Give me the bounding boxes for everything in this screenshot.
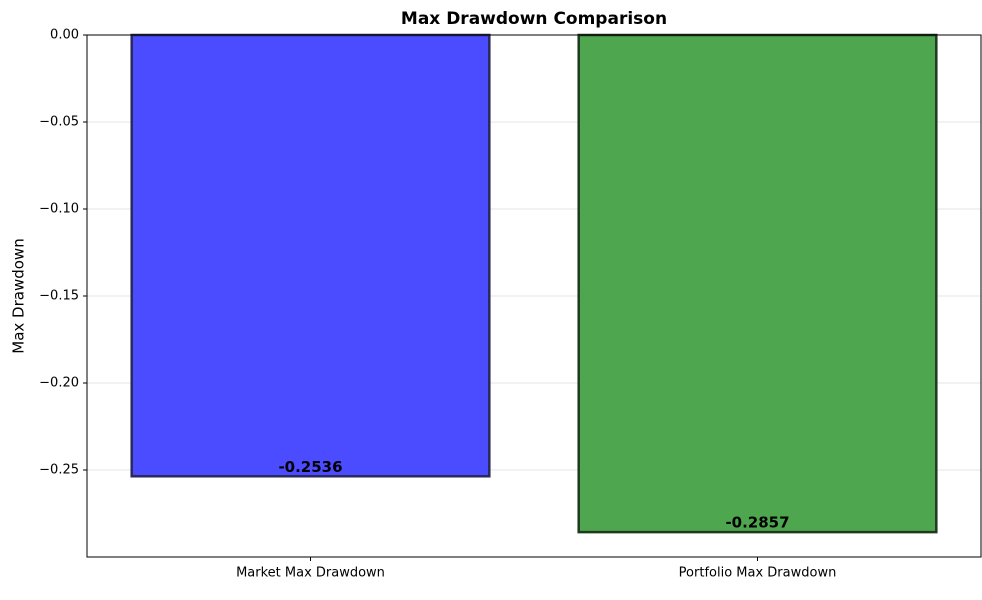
x-tick-label: Market Max Drawdown (236, 566, 385, 581)
x-tick-label: Portfolio Max Drawdown (679, 566, 837, 581)
chart-title: Max Drawdown Comparison (401, 9, 667, 29)
y-axis-label: Max Drawdown (10, 238, 28, 353)
y-tick-label: −0.15 (39, 289, 79, 304)
value-label: -0.2857 (725, 514, 789, 532)
y-tick-label: 0.00 (50, 28, 79, 43)
y-tick-label: −0.20 (39, 376, 79, 391)
plot-frame (86, 34, 982, 558)
bar (130, 33, 491, 478)
value-label: -0.2536 (278, 458, 342, 476)
bar (577, 33, 938, 534)
y-tick-label: −0.05 (39, 115, 79, 130)
y-tick-label: −0.10 (39, 202, 79, 217)
y-tick-label: −0.25 (39, 463, 79, 478)
